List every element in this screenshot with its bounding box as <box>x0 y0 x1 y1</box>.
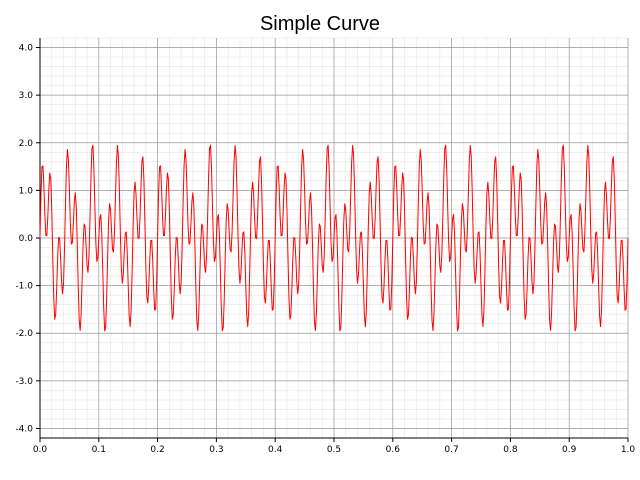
x-tick-label: 0.6 <box>386 445 401 455</box>
y-tick-label: -2.0 <box>15 329 33 339</box>
chart-title: Simple Curve <box>260 13 380 35</box>
y-tick-labels: -4.0 -3.0 -2.0 -1.0 0.0 1.0 2.0 3.0 4.0 <box>15 44 40 434</box>
x-tick-label: 0.4 <box>268 445 283 455</box>
x-tick-label: 0.5 <box>327 445 341 455</box>
x-tick-labels: 0.0 0.1 0.2 0.3 0.4 0.5 0.6 0.7 0.8 0.9 1.0 <box>33 438 636 455</box>
x-tick-label: 0.7 <box>444 445 458 455</box>
x-tick-label: 0.8 <box>503 445 518 455</box>
series-line-0 <box>39 144 629 332</box>
y-tick-label: -1.0 <box>15 282 33 292</box>
y-tick-label: 2.0 <box>19 139 34 149</box>
y-tick-label: 1.0 <box>19 186 34 196</box>
x-tick-label: 0.3 <box>209 445 223 455</box>
x-tick-label: 1.0 <box>621 445 636 455</box>
y-tick-label: 4.0 <box>19 44 34 54</box>
series-layer <box>39 144 629 332</box>
x-tick-label: 0.1 <box>92 445 106 455</box>
y-tick-label: -3.0 <box>15 377 33 387</box>
x-tick-label: 0.9 <box>562 445 577 455</box>
x-tick-label: 0.2 <box>150 445 164 455</box>
y-tick-label: 0.0 <box>19 234 34 244</box>
x-tick-label: 0.0 <box>33 445 48 455</box>
y-tick-label: 3.0 <box>19 91 34 101</box>
y-tick-label: -4.0 <box>15 424 33 434</box>
